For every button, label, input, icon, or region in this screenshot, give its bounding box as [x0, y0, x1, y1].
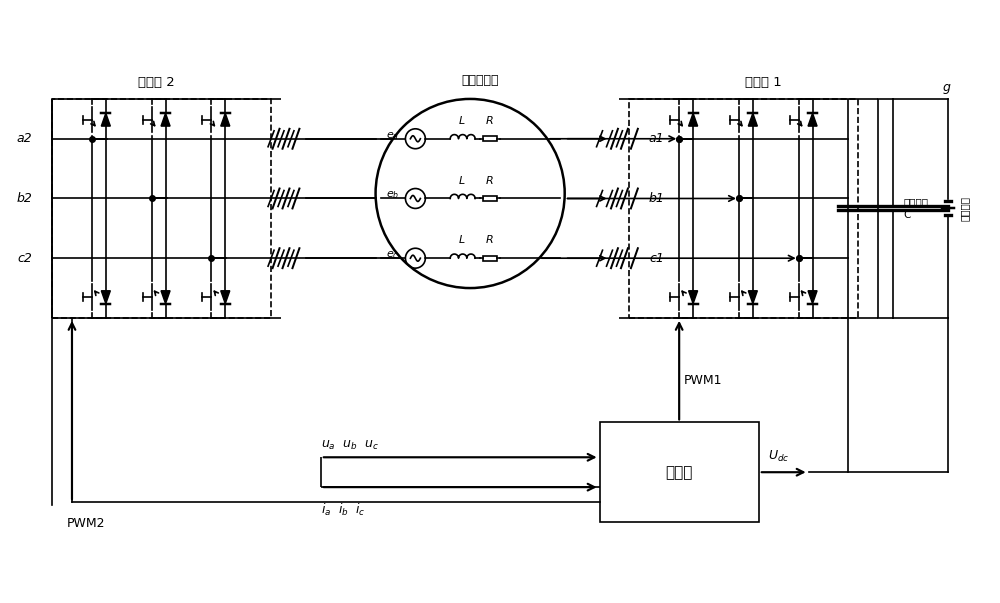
Polygon shape [748, 113, 757, 126]
Text: 控制器: 控制器 [665, 465, 693, 480]
Text: $U_{dc}$: $U_{dc}$ [768, 449, 789, 464]
Bar [600, 423, 759, 522]
Polygon shape [101, 113, 110, 126]
Polygon shape [808, 291, 817, 304]
Bar [629, 99, 858, 318]
Text: R: R [486, 116, 494, 126]
Text: b2: b2 [16, 192, 32, 205]
Text: b1: b1 [648, 192, 664, 205]
Text: a2: a2 [17, 132, 32, 145]
Text: L: L [459, 235, 465, 245]
Polygon shape [221, 291, 230, 304]
Bar [52, 99, 271, 318]
Text: R: R [486, 175, 494, 186]
Polygon shape [101, 291, 110, 304]
Bar [483, 136, 497, 141]
Text: $e_b$: $e_b$ [386, 189, 399, 201]
Text: 直流电源: 直流电源 [960, 196, 970, 221]
Text: a1: a1 [649, 132, 664, 145]
Polygon shape [808, 113, 817, 126]
Text: 开绕组电机: 开绕组电机 [461, 74, 499, 87]
Text: $e_c$: $e_c$ [386, 249, 399, 261]
Polygon shape [221, 113, 230, 126]
Text: 变流器 2: 变流器 2 [138, 76, 175, 89]
Text: $i_a$  $i_b$  $i_c$: $i_a$ $i_b$ $i_c$ [321, 502, 365, 518]
Polygon shape [161, 291, 170, 304]
Text: $e_a$: $e_a$ [386, 130, 399, 142]
Text: PWM2: PWM2 [67, 517, 106, 530]
Text: L: L [459, 175, 465, 186]
Text: 变流器 1: 变流器 1 [745, 76, 782, 89]
Bar [483, 256, 497, 260]
Bar [483, 196, 497, 201]
Text: c2: c2 [17, 251, 32, 265]
Text: L: L [459, 116, 465, 126]
Text: PWM1: PWM1 [684, 374, 723, 387]
Polygon shape [689, 291, 698, 304]
Text: R: R [486, 235, 494, 245]
Polygon shape [748, 291, 757, 304]
Text: 母线电容
C: 母线电容 C [903, 197, 928, 219]
Polygon shape [161, 113, 170, 126]
Text: g: g [943, 81, 951, 94]
Text: $u_a$  $u_b$  $u_c$: $u_a$ $u_b$ $u_c$ [321, 439, 379, 452]
Text: c1: c1 [649, 251, 664, 265]
Polygon shape [689, 113, 698, 126]
